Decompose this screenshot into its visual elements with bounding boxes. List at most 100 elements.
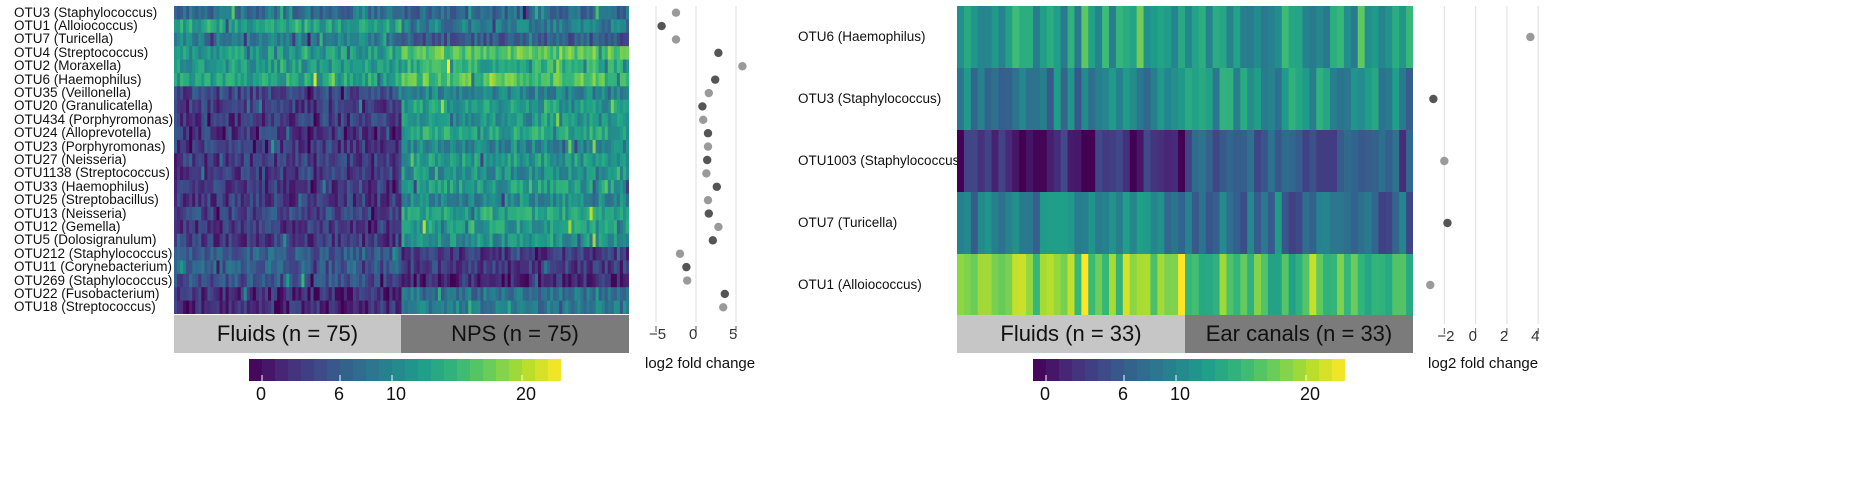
heatmap-cell (592, 166, 597, 181)
heatmap-cell (216, 6, 221, 20)
heatmap-cell (416, 220, 421, 235)
heatmap-cell (255, 300, 260, 314)
heatmap-cell (243, 86, 248, 101)
heatmap-cell (447, 6, 451, 20)
heatmap-cell (310, 72, 315, 87)
heatmap-cell (468, 99, 472, 114)
heatmap-cell (222, 273, 227, 288)
heatmap-cell (434, 166, 439, 181)
heatmap-cell (1357, 192, 1366, 255)
heatmap-cell (368, 6, 372, 20)
heatmap-cell (292, 59, 296, 74)
heatmap-cell (246, 46, 251, 60)
heatmap-cell (386, 46, 390, 60)
heatmap-cell (246, 139, 251, 154)
heatmap-cell (410, 300, 415, 314)
heatmap-cell (307, 220, 312, 235)
heatmap-cell (459, 166, 463, 181)
heatmap-cell (365, 206, 369, 221)
heatmap-cell (389, 206, 393, 221)
heatmap-cell (319, 233, 324, 248)
heatmap-cell (528, 180, 533, 194)
heatmap-cell (395, 139, 400, 154)
heatmap-cell (607, 46, 612, 60)
heatmap-cell (265, 86, 269, 101)
heatmap-cell (474, 86, 478, 101)
heatmap-cell (219, 260, 224, 275)
heatmap-cell (453, 233, 457, 248)
heatmap-cell (1109, 6, 1117, 69)
heatmap-cell (325, 273, 330, 288)
heatmap-cell (192, 166, 196, 181)
heatmap-cell (298, 273, 302, 288)
heatmap-cell (292, 153, 296, 168)
heatmap-cell (1178, 254, 1186, 316)
heatmap-cell (437, 113, 442, 127)
heatmap-cell (189, 72, 193, 87)
heatmap-cell (365, 113, 369, 127)
heatmap-cell (471, 220, 475, 235)
heatmap-cell (504, 166, 509, 181)
heatmap-cell (419, 206, 424, 221)
heatmap-cell (437, 220, 442, 235)
heatmap-cell (280, 206, 284, 221)
heatmap-cell (425, 86, 430, 101)
heatmap-cell (292, 19, 296, 34)
heatmap-cell (1185, 192, 1193, 255)
heatmap-cell (434, 59, 439, 74)
heatmap-cell (977, 6, 986, 69)
heatmap-cell (416, 19, 421, 34)
heatmap-cell (480, 193, 484, 208)
heatmap-cell (174, 260, 178, 275)
heatmap-cell (356, 72, 360, 87)
heatmap-cell (604, 287, 609, 302)
heatmap-cell (310, 220, 315, 235)
heatmap-cell (592, 113, 597, 127)
heatmap-cell (601, 287, 606, 302)
heatmap-cell (298, 99, 302, 114)
heatmap-cell (480, 153, 484, 168)
heatmap-cell (322, 59, 327, 74)
heatmap-cell (307, 46, 312, 60)
heatmap-cell (243, 166, 248, 181)
heatmap-cell (328, 72, 333, 87)
heatmap-cell (598, 193, 603, 208)
heatmap-cell (504, 233, 509, 248)
heatmap-cell (231, 180, 236, 194)
heatmap-cell (237, 273, 242, 288)
heatmap-cell (450, 32, 454, 47)
heatmap-cell (422, 220, 427, 235)
heatmap-cell (174, 220, 178, 235)
heatmap-cell (1053, 6, 1062, 69)
heatmap-cell (419, 86, 424, 101)
heatmap-cell (425, 233, 430, 248)
heatmap-cell (571, 206, 575, 221)
heatmap-cell (325, 19, 330, 34)
heatmap-cell (404, 113, 409, 127)
heatmap-cell (201, 300, 205, 314)
heatmap-cell (471, 59, 475, 74)
heatmap-cell (195, 59, 199, 74)
heatmap-cell (550, 220, 554, 235)
heatmap-cell (571, 32, 575, 47)
heatmap-cell (401, 99, 406, 114)
heatmap-cell (1392, 6, 1400, 69)
heatmap-cell (1122, 254, 1131, 316)
heatmap-cell (1309, 254, 1317, 316)
heatmap-cell (498, 99, 503, 114)
heatmap-cell (277, 126, 281, 141)
heatmap-cell (610, 193, 615, 208)
heatmap-cell (625, 260, 629, 275)
heatmap-cell (483, 46, 488, 60)
heatmap-cell (301, 99, 306, 114)
heatmap-cell (613, 220, 618, 235)
heatmap-cell (383, 206, 387, 221)
heatmap-cell (183, 300, 187, 314)
heatmap-cell (180, 126, 184, 141)
row-label: OTU1 (Alloiococcus) (14, 18, 138, 34)
heatmap-cell (477, 153, 481, 168)
heatmap-cell (568, 233, 572, 248)
heatmap-cell (610, 32, 615, 47)
heatmap-cell (186, 206, 190, 221)
heatmap-cell (383, 153, 387, 168)
